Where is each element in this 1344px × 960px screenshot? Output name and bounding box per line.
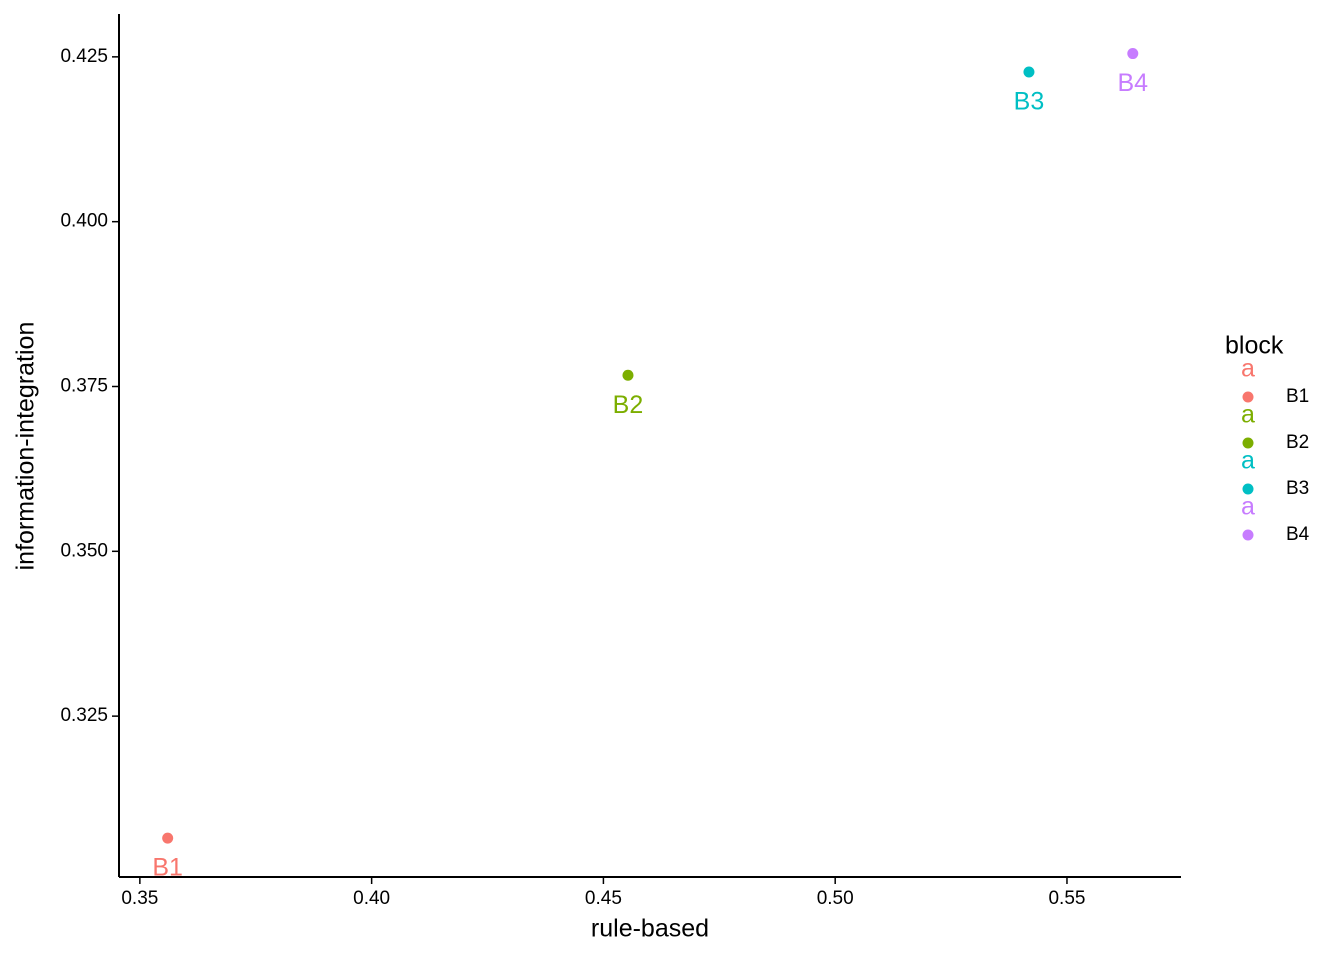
point-label: B3 bbox=[1014, 88, 1045, 116]
point-label: B4 bbox=[1117, 69, 1148, 97]
y-tick-label: 0.425 bbox=[60, 46, 108, 67]
point-label: B2 bbox=[613, 391, 644, 419]
point-label: B1 bbox=[152, 854, 183, 882]
x-tick-label: 0.45 bbox=[585, 888, 622, 909]
legend-label: B4 bbox=[1286, 524, 1310, 545]
y-tick-label: 0.325 bbox=[60, 705, 108, 726]
legend-marker bbox=[1242, 529, 1254, 541]
x-tick-label: 0.40 bbox=[353, 888, 390, 909]
point bbox=[1127, 48, 1139, 60]
legend-title: block bbox=[1225, 332, 1284, 360]
legend-marker bbox=[1242, 483, 1254, 495]
point bbox=[162, 832, 174, 844]
x-axis-title: rule-based bbox=[591, 915, 709, 943]
legend-label: B1 bbox=[1286, 386, 1309, 407]
y-tick-label: 0.375 bbox=[60, 376, 108, 397]
x-tick-label: 0.35 bbox=[121, 888, 158, 909]
legend-key-glyph: a bbox=[1241, 493, 1255, 521]
point bbox=[1023, 66, 1035, 78]
legend-key-glyph: a bbox=[1241, 401, 1255, 429]
y-tick-label: 0.350 bbox=[60, 540, 108, 561]
x-tick-label: 0.50 bbox=[817, 888, 854, 909]
legend-marker bbox=[1242, 391, 1254, 403]
legend-key-glyph: a bbox=[1241, 447, 1255, 475]
x-tick-label: 0.55 bbox=[1048, 888, 1085, 909]
legend-marker bbox=[1242, 437, 1254, 449]
y-axis-title: information-integration bbox=[12, 322, 40, 571]
legend-label: B2 bbox=[1286, 432, 1309, 453]
legend-label: B3 bbox=[1286, 478, 1309, 499]
point bbox=[622, 369, 634, 381]
y-tick-label: 0.400 bbox=[60, 211, 108, 232]
legend-key-glyph: a bbox=[1241, 355, 1255, 383]
